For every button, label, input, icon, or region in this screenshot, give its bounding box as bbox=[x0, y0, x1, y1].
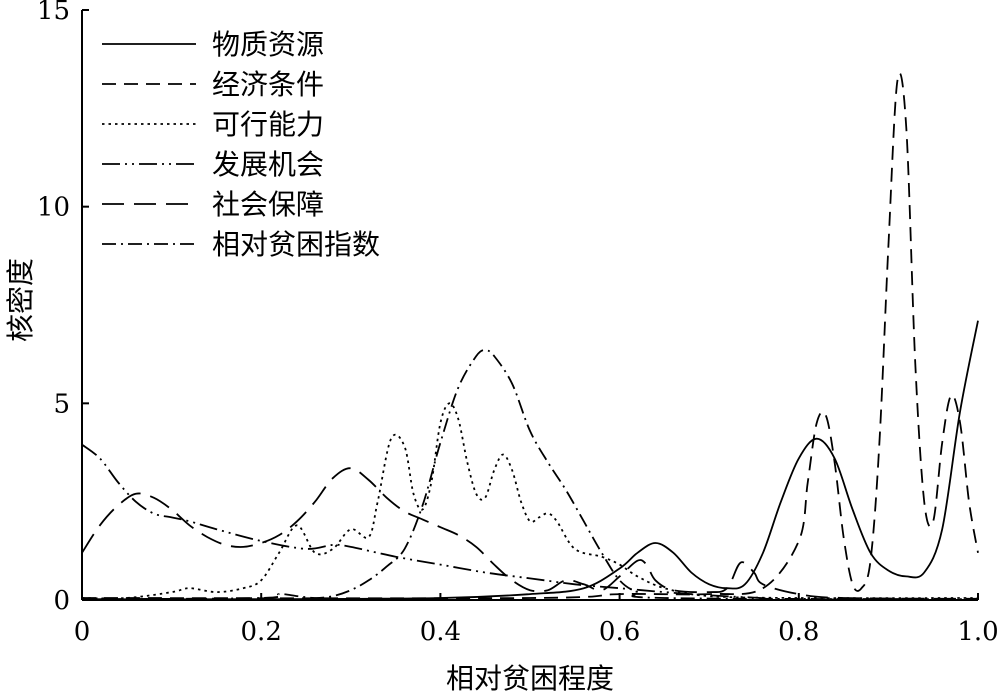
x-tick-label: 0.2 bbox=[241, 617, 282, 647]
legend-label-3: 发展机会 bbox=[212, 148, 324, 181]
legend-label-5: 相对贫困指数 bbox=[212, 228, 380, 261]
x-tick-label: 0.8 bbox=[778, 617, 819, 647]
y-tick-label: 5 bbox=[53, 389, 70, 419]
legend-label-1: 经济条件 bbox=[212, 68, 324, 101]
y-tick-label: 10 bbox=[37, 193, 70, 223]
ticks: 0 0.2 0.4 0.6 0.8 1.0 0 5 10 15 bbox=[37, 0, 999, 647]
series-line-5 bbox=[81, 349, 979, 601]
x-axis-title: 相对贫困程度 bbox=[446, 662, 614, 695]
series-line-0 bbox=[81, 320, 979, 601]
legend-label-4: 社会保障 bbox=[212, 188, 324, 221]
series-line-4 bbox=[81, 467, 979, 600]
series-line-3 bbox=[81, 443, 979, 601]
series-line-1 bbox=[81, 72, 979, 600]
y-tick-label: 0 bbox=[53, 586, 70, 616]
x-tick-label: 0.6 bbox=[599, 617, 640, 647]
x-tick-label: 0.4 bbox=[420, 617, 461, 647]
legend-label-0: 物质资源 bbox=[212, 28, 324, 61]
x-tick-label: 1.0 bbox=[957, 617, 998, 647]
legend-label-2: 可行能力 bbox=[212, 108, 324, 141]
x-tick-label: 0 bbox=[74, 617, 91, 647]
y-axis-title: 核密度 bbox=[4, 258, 37, 342]
y-tick-label: 15 bbox=[37, 0, 70, 26]
series-group bbox=[81, 72, 979, 601]
